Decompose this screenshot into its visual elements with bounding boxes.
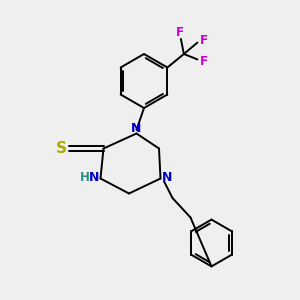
- Text: F: F: [200, 34, 208, 47]
- Text: S: S: [56, 141, 67, 156]
- Text: F: F: [176, 26, 183, 39]
- Text: H: H: [80, 171, 90, 184]
- Text: N: N: [89, 171, 99, 184]
- Text: N: N: [131, 122, 142, 135]
- Text: N: N: [162, 171, 172, 184]
- Text: F: F: [200, 55, 208, 68]
